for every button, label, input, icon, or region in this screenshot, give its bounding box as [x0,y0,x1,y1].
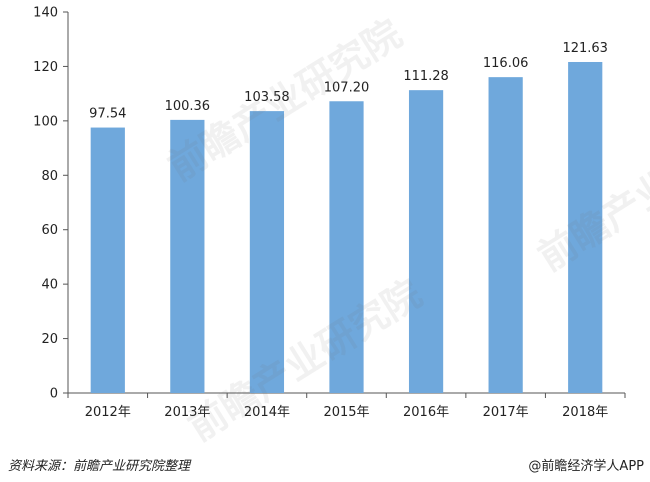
x-tick-label: 2017年 [483,405,529,420]
source-note: 资料来源：前瞻产业研究院整理 [8,459,191,474]
y-tick-label: 140 [33,6,58,21]
x-tick-label: 2014年 [244,405,290,420]
bar [249,111,285,393]
data-label: 103.58 [244,90,290,105]
x-tick-label: 2013年 [164,405,210,420]
y-tick-label: 60 [41,223,58,238]
data-label: 97.54 [89,107,126,122]
bar [408,90,444,394]
data-label: 107.20 [324,80,370,95]
x-tick-label: 2015年 [323,405,369,420]
y-tick-label: 20 [41,332,58,347]
bar [329,101,364,394]
credit-note: @前瞻经济学人APP [528,459,644,474]
bar [90,127,125,394]
data-label: 100.36 [165,99,211,114]
y-tick-label: 0 [50,387,58,402]
data-label: 116.06 [483,56,529,71]
data-label: 111.28 [403,69,449,84]
y-tick-label: 80 [41,169,58,184]
x-tick-label: 2016年 [403,405,449,420]
bar [568,61,603,393]
y-tick-label: 40 [41,278,58,293]
x-tick-label: 2018年 [562,405,608,420]
data-label: 121.63 [562,41,608,56]
x-tick-label: 2012年 [85,405,131,420]
bar [170,119,205,393]
y-tick-label: 100 [33,114,58,129]
y-tick-label: 120 [33,60,58,75]
bar [488,77,523,393]
